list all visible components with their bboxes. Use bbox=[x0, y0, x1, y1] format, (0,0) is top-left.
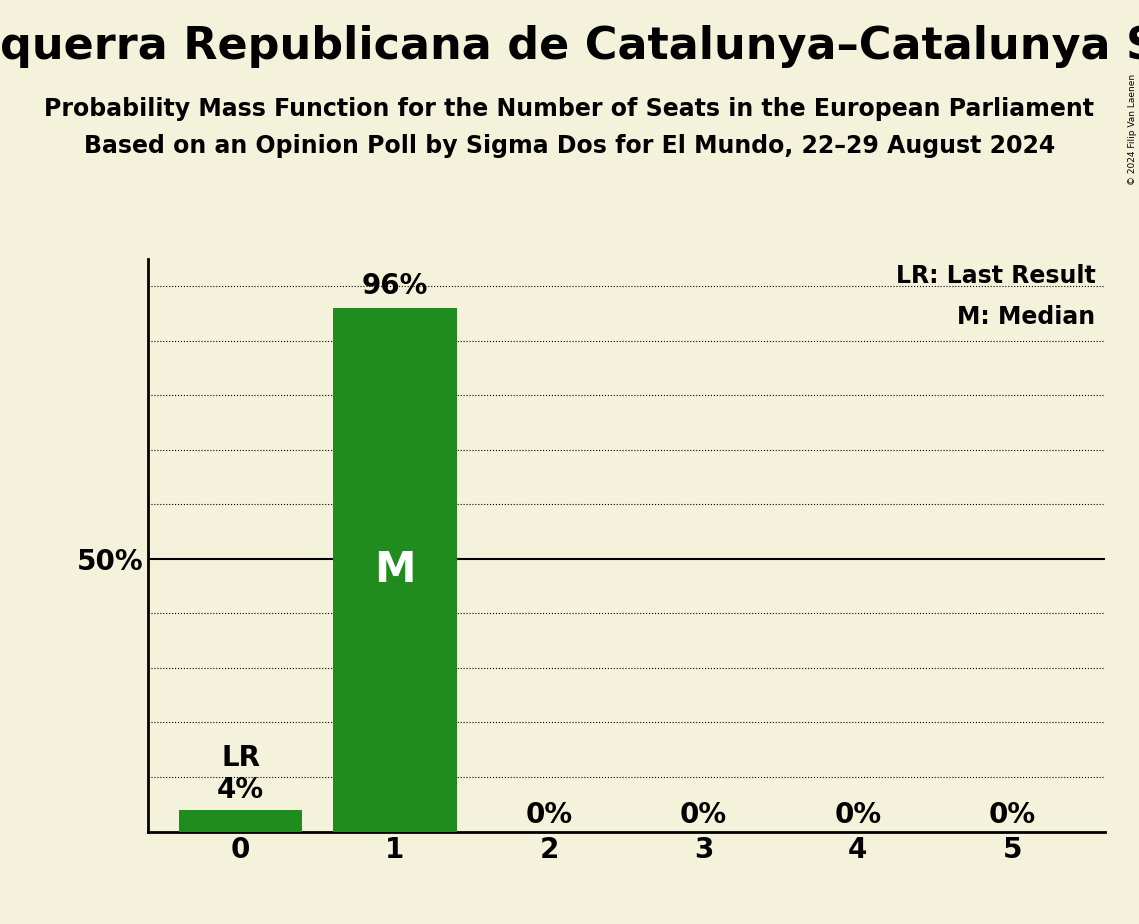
Text: Esquerra Republicana de Catalunya–Catalunya Sí (Greens/EFA): Esquerra Republicana de Catalunya–Catalu… bbox=[0, 23, 1139, 67]
Text: 0%: 0% bbox=[989, 801, 1035, 829]
Text: 0%: 0% bbox=[835, 801, 882, 829]
Bar bbox=[179, 809, 302, 832]
Bar bbox=[334, 308, 457, 832]
Text: LR: Last Result: LR: Last Result bbox=[895, 264, 1096, 288]
Text: 4%: 4% bbox=[218, 776, 264, 804]
Text: Probability Mass Function for the Number of Seats in the European Parliament: Probability Mass Function for the Number… bbox=[44, 97, 1095, 121]
Text: M: Median: M: Median bbox=[957, 305, 1096, 329]
Text: © 2024 Filip Van Laenen: © 2024 Filip Van Laenen bbox=[1128, 74, 1137, 185]
Text: 0%: 0% bbox=[526, 801, 573, 829]
Text: 96%: 96% bbox=[362, 272, 428, 299]
Text: 0%: 0% bbox=[680, 801, 727, 829]
Text: M: M bbox=[375, 549, 416, 590]
Text: LR: LR bbox=[221, 744, 260, 772]
Text: Based on an Opinion Poll by Sigma Dos for El Mundo, 22–29 August 2024: Based on an Opinion Poll by Sigma Dos fo… bbox=[84, 134, 1055, 158]
